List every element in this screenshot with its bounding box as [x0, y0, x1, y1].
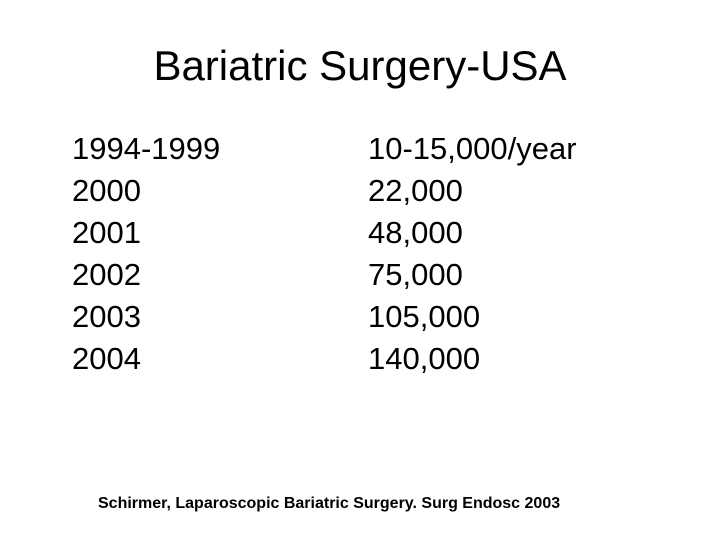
citation: Schirmer, Laparoscopic Bariatric Surgery…: [98, 495, 561, 512]
year-label: 2002: [72, 257, 141, 292]
bullet-list: 1994-1999 10-15,000/year 2000 22,000 200…: [46, 128, 720, 380]
year-label: 2001: [72, 215, 141, 250]
list-item: 2000 22,000: [46, 170, 720, 212]
year-label: 1994-1999: [72, 131, 221, 166]
value-label: 22,000: [368, 173, 463, 208]
value-label: 48,000: [368, 215, 463, 250]
slide-title: Bariatric Surgery-USA: [153, 42, 567, 89]
year-label: 2004: [72, 341, 141, 376]
bullet-cell: [46, 128, 72, 170]
list-item: 1994-1999 10-15,000/year: [46, 128, 720, 170]
list-item: 2004 140,000: [46, 338, 720, 380]
value-label: 75,000: [368, 257, 463, 292]
bullet-cell: [46, 254, 72, 296]
bullet-cell: [46, 212, 72, 254]
value-label: 10-15,000/year: [368, 131, 577, 166]
list-item: 2001 48,000: [46, 212, 720, 254]
year-label: 2000: [72, 173, 141, 208]
year-label: 2003: [72, 299, 141, 334]
bullet-cell: [46, 296, 72, 338]
value-label: 140,000: [368, 341, 481, 376]
list-item: 2002 75,000: [46, 254, 720, 296]
bullet-cell: [46, 170, 72, 212]
list-item: 2003 105,000: [46, 296, 720, 338]
value-label: 105,000: [368, 299, 481, 334]
bullet-cell: [46, 338, 72, 380]
